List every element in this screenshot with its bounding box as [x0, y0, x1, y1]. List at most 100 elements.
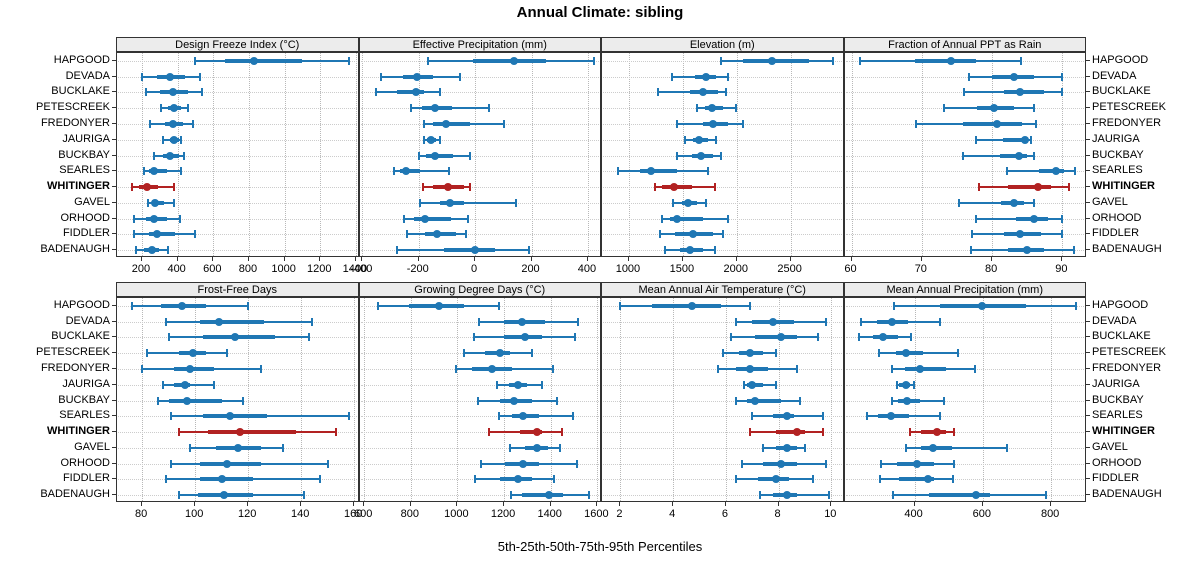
- median-dot: [183, 396, 192, 405]
- median-dot: [886, 412, 895, 421]
- axis-tick-label: 600: [972, 508, 991, 520]
- whisker-endcap: [157, 396, 160, 405]
- whisker-endcap: [879, 475, 882, 484]
- whisker-endcap: [953, 459, 956, 468]
- median-dot: [411, 88, 420, 97]
- axis-tick: [672, 502, 674, 506]
- whisker-endcap: [880, 459, 883, 468]
- median-dot: [782, 491, 791, 500]
- median-dot: [901, 380, 910, 389]
- axis-tick: [850, 257, 852, 261]
- whisker-endcap: [905, 443, 908, 452]
- site-label-right: GAVEL: [1092, 440, 1128, 453]
- median-dot: [180, 380, 189, 389]
- gridline-vertical: [142, 298, 144, 501]
- row-reference-line: [603, 321, 842, 323]
- whisker-endcap: [193, 230, 196, 239]
- interquartile-bar: [1039, 169, 1065, 174]
- median-dot: [170, 135, 179, 144]
- axis-tick: [141, 502, 143, 506]
- site-label-left: PETESCREEK: [36, 346, 110, 359]
- row-tick-right: [1086, 446, 1090, 448]
- median-dot: [748, 380, 757, 389]
- axis-tick: [212, 257, 214, 261]
- interquartile-bar: [426, 153, 453, 158]
- whisker-endcap: [740, 459, 743, 468]
- whisker-endcap: [422, 135, 425, 144]
- whisker-endcap: [133, 230, 136, 239]
- whisker-endcap: [890, 396, 893, 405]
- whisker-endcap: [241, 396, 244, 405]
- site-label-left: BUCKBAY: [58, 393, 110, 406]
- axis-tick: [354, 257, 356, 261]
- row-tick-right: [1086, 233, 1090, 235]
- median-dot: [750, 396, 759, 405]
- axis-tick: [830, 502, 832, 506]
- gridline-vertical: [587, 53, 589, 256]
- whisker-endcap: [977, 183, 980, 192]
- row-tick-left: [112, 415, 116, 417]
- axis-tick: [913, 502, 915, 506]
- axis-tick-label: 1200: [490, 508, 516, 520]
- chart-title: Annual Climate: sibling: [516, 4, 684, 21]
- median-dot: [879, 333, 888, 342]
- whisker-endcap: [1061, 88, 1064, 97]
- site-label-left: FIDDLER: [62, 227, 110, 240]
- row-reference-line: [118, 171, 357, 173]
- row-tick-right: [1086, 201, 1090, 203]
- gridline-vertical: [355, 53, 357, 256]
- median-dot: [402, 167, 411, 176]
- row-reference-line: [845, 218, 1084, 220]
- row-reference-line: [118, 353, 357, 355]
- median-dot: [185, 364, 194, 373]
- row-tick-right: [1086, 186, 1090, 188]
- whisker-endcap: [476, 396, 479, 405]
- row-reference-line: [603, 495, 842, 497]
- whisker-endcap: [958, 198, 961, 207]
- row-tick-right: [1086, 91, 1090, 93]
- whisker-endcap: [713, 246, 716, 255]
- interquartile-bar: [522, 493, 563, 498]
- row-reference-line: [360, 416, 599, 418]
- whisker-endcap: [380, 72, 383, 81]
- row-reference-line: [603, 202, 842, 204]
- axis-tick-label: 1000: [615, 263, 641, 275]
- row-tick-left: [112, 154, 116, 156]
- whisker-endcap: [469, 183, 472, 192]
- median-dot: [430, 104, 439, 113]
- median-dot: [220, 491, 229, 500]
- gridline-vertical: [475, 53, 477, 256]
- whisker-endcap: [188, 443, 191, 452]
- gridline-vertical: [141, 53, 143, 256]
- median-dot: [669, 183, 678, 192]
- row-tick-right: [1086, 59, 1090, 61]
- whisker-endcap: [748, 301, 751, 310]
- interquartile-bar: [746, 398, 782, 403]
- axis-tick: [1050, 502, 1052, 506]
- whisker-endcap: [170, 412, 173, 421]
- median-dot: [518, 317, 527, 326]
- site-label-left: PETESCREEK: [36, 101, 110, 114]
- whisker-endcap: [827, 491, 830, 500]
- axis-tick-label: 60: [844, 263, 857, 275]
- whisker-endcap: [377, 301, 380, 310]
- whisker-endcap: [334, 428, 337, 437]
- whisker-endcap: [727, 72, 730, 81]
- axis-tick-label: -400: [350, 263, 373, 275]
- panel-strip: Elevation (m): [601, 37, 844, 52]
- whisker-endcap: [178, 491, 181, 500]
- row-tick-right: [1086, 462, 1090, 464]
- site-label-right: HAPGOOD: [1092, 53, 1149, 66]
- interquartile-bar: [652, 303, 721, 308]
- median-dot: [924, 475, 933, 484]
- whisker-endcap: [419, 198, 422, 207]
- whisker-endcap: [573, 333, 576, 342]
- median-dot: [445, 198, 454, 207]
- interquartile-bar: [200, 477, 254, 482]
- median-dot: [518, 412, 527, 421]
- axis-tick-label: 200: [131, 263, 151, 275]
- whisker-endcap: [496, 380, 499, 389]
- whisker-endcap: [798, 396, 801, 405]
- whisker-endcap: [817, 333, 820, 342]
- row-reference-line: [360, 171, 599, 173]
